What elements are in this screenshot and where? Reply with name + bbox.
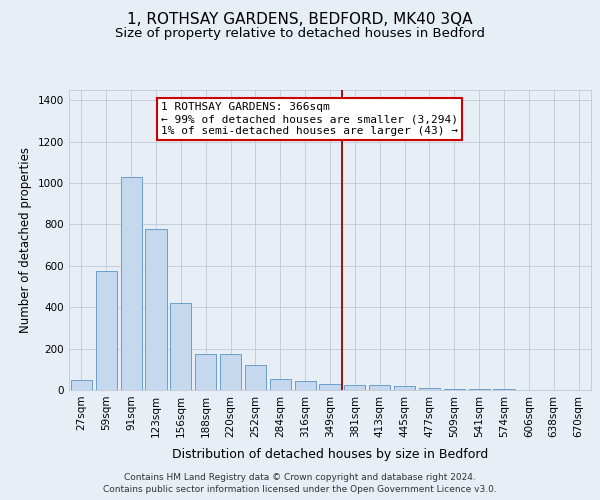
Bar <box>394 386 415 390</box>
Text: 1 ROTHSAY GARDENS: 366sqm
← 99% of detached houses are smaller (3,294)
1% of sem: 1 ROTHSAY GARDENS: 366sqm ← 99% of detac… <box>161 102 458 136</box>
Bar <box>270 378 291 390</box>
Bar <box>469 389 490 390</box>
Bar <box>195 354 216 390</box>
Text: Contains HM Land Registry data © Crown copyright and database right 2024.: Contains HM Land Registry data © Crown c… <box>124 472 476 482</box>
Bar <box>344 385 365 390</box>
Bar <box>121 177 142 390</box>
Bar <box>170 303 191 390</box>
Bar <box>71 380 92 390</box>
Bar <box>419 388 440 390</box>
Bar <box>319 384 341 390</box>
X-axis label: Distribution of detached houses by size in Bedford: Distribution of detached houses by size … <box>172 448 488 461</box>
Text: 1, ROTHSAY GARDENS, BEDFORD, MK40 3QA: 1, ROTHSAY GARDENS, BEDFORD, MK40 3QA <box>127 12 473 28</box>
Text: Size of property relative to detached houses in Bedford: Size of property relative to detached ho… <box>115 28 485 40</box>
Bar <box>245 365 266 390</box>
Bar <box>369 385 390 390</box>
Y-axis label: Number of detached properties: Number of detached properties <box>19 147 32 333</box>
Bar <box>96 271 117 390</box>
Bar <box>444 388 465 390</box>
Bar <box>220 354 241 390</box>
Bar <box>295 380 316 390</box>
Text: Contains public sector information licensed under the Open Government Licence v3: Contains public sector information licen… <box>103 485 497 494</box>
Bar <box>145 228 167 390</box>
